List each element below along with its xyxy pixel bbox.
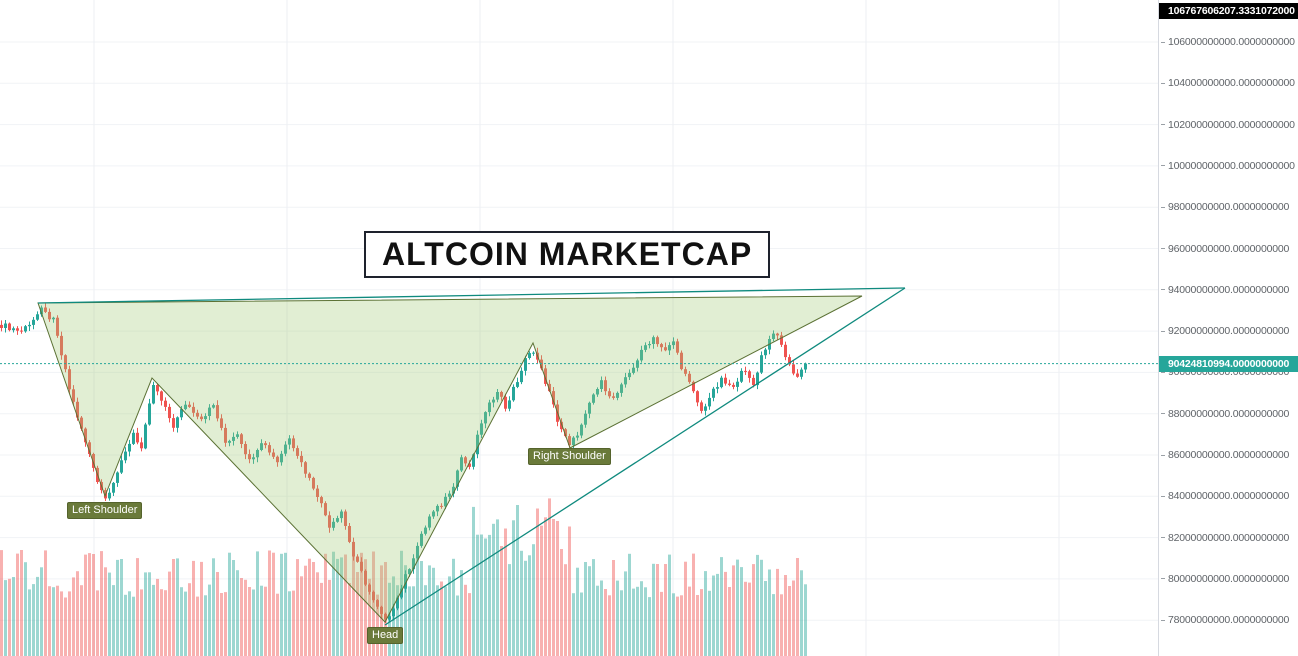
tick-label: 92000000000.0000000000 [1168, 325, 1290, 338]
last-price-badge: 90424810994.0000000000 [1159, 356, 1298, 372]
pattern-label-left-shoulder[interactable]: Left Shoulder [67, 502, 143, 519]
tick-mark-icon [1161, 41, 1165, 43]
tick-label: 82000000000.0000000000 [1168, 531, 1290, 544]
price-axis-tick: 106000000000.0000000000 [1161, 36, 1295, 48]
tick-mark-icon [1161, 330, 1165, 332]
tick-label: 102000000000.0000000000 [1168, 118, 1295, 131]
price-axis-tick: 102000000000.0000000000 [1161, 119, 1295, 131]
pattern-label-head[interactable]: Head [367, 627, 404, 644]
tick-mark-icon [1161, 454, 1165, 456]
candlestick-chart[interactable] [0, 0, 1158, 656]
tick-mark-icon [1161, 413, 1165, 415]
tick-mark-icon [1161, 371, 1165, 373]
tick-mark-icon [1161, 619, 1165, 621]
tick-mark-icon [1161, 82, 1165, 84]
tick-label: 106000000000.0000000000 [1168, 36, 1295, 48]
trendlines[interactable] [37, 287, 906, 626]
tick-label: 84000000000.0000000000 [1168, 490, 1290, 503]
price-axis-tick: 104000000000.0000000000 [1161, 77, 1295, 89]
tick-mark-icon [1161, 495, 1165, 497]
tick-label: 94000000000.0000000000 [1168, 283, 1290, 296]
tick-mark-icon [1161, 289, 1165, 291]
tick-mark-icon [1161, 124, 1165, 126]
tick-mark-icon [1161, 537, 1165, 539]
price-axis-tick: 84000000000.0000000000 [1161, 490, 1289, 502]
price-axis-tick: 82000000000.0000000000 [1161, 532, 1289, 544]
price-axis-tick: 96000000000.0000000000 [1161, 243, 1289, 255]
chart-pane[interactable]: ALTCOIN MARKETCAP Left Shoulder Head Rig… [0, 0, 1158, 656]
tick-label: 78000000000.0000000000 [1168, 614, 1290, 627]
tick-label: 80000000000.0000000000 [1168, 572, 1290, 585]
level-price-badge: 106767606207.3331072000 [1159, 3, 1298, 19]
price-axis-tick: 98000000000.0000000000 [1161, 201, 1289, 213]
price-axis[interactable]: 106000000000.0000000000 104000000000.0000… [1158, 0, 1298, 656]
tick-label: 98000000000.0000000000 [1168, 201, 1290, 214]
price-axis-tick: 78000000000.0000000000 [1161, 614, 1289, 626]
tick-label: 100000000000.0000000000 [1168, 159, 1295, 172]
price-axis-tick: 94000000000.0000000000 [1161, 284, 1289, 296]
price-axis-tick: 88000000000.0000000000 [1161, 408, 1289, 420]
tick-label: 104000000000.0000000000 [1168, 77, 1295, 90]
volume-bars [0, 498, 807, 656]
price-axis-tick: 100000000000.0000000000 [1161, 160, 1295, 172]
price-axis-tick: 80000000000.0000000000 [1161, 573, 1289, 585]
tick-mark-icon [1161, 248, 1165, 249]
price-axis-tick: 92000000000.0000000000 [1161, 325, 1289, 337]
chart-title-annotation[interactable]: ALTCOIN MARKETCAP [364, 231, 771, 278]
price-axis-tick: 86000000000.0000000000 [1161, 449, 1289, 461]
tick-label: 88000000000.0000000000 [1168, 407, 1290, 420]
pattern-label-right-shoulder[interactable]: Right Shoulder [528, 448, 611, 465]
head-and-shoulders-pattern[interactable] [37, 295, 863, 623]
tick-mark-icon [1161, 578, 1165, 580]
tick-label: 96000000000.0000000000 [1168, 242, 1290, 255]
tick-label: 86000000000.0000000000 [1168, 449, 1290, 461]
tick-mark-icon [1161, 206, 1165, 208]
tick-mark-icon [1161, 165, 1165, 167]
